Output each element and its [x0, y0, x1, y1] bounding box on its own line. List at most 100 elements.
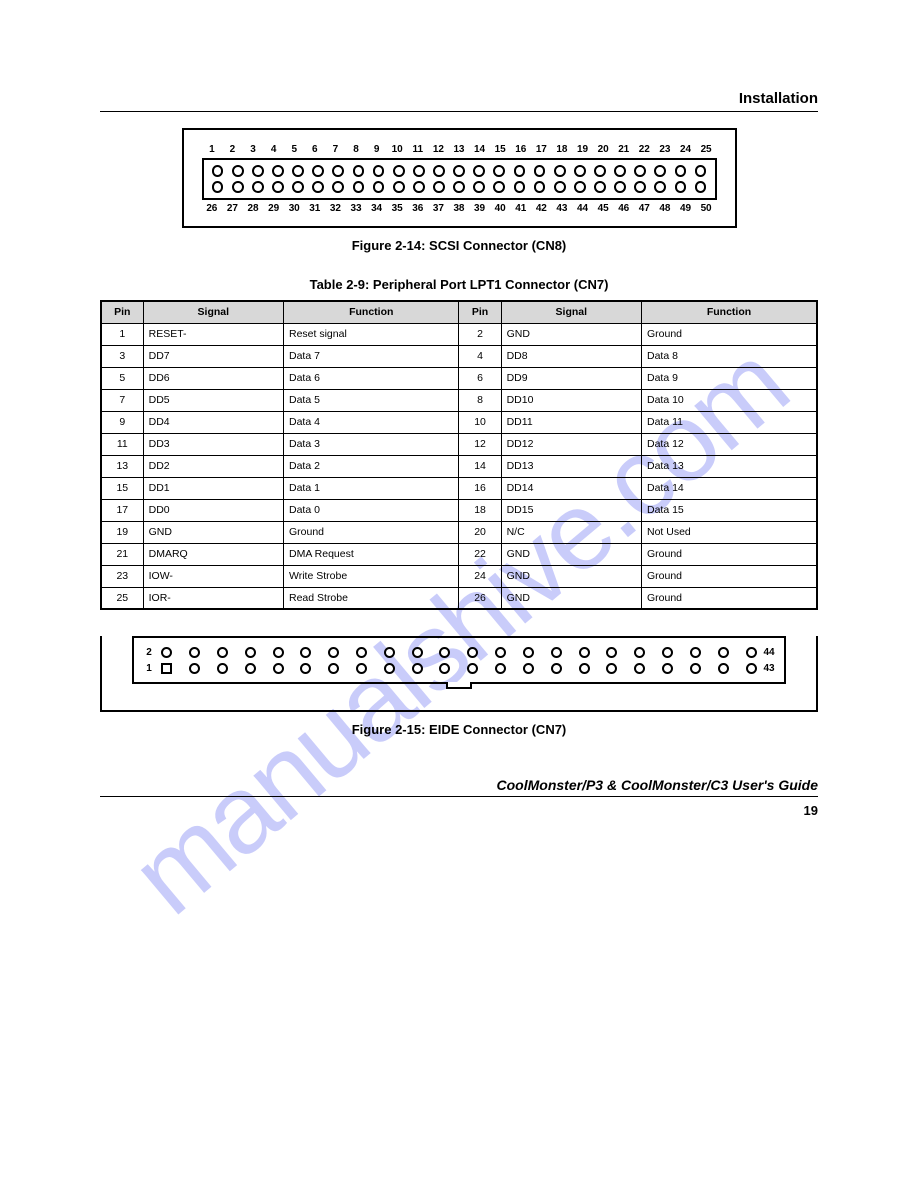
pin-number-label: 41: [510, 203, 531, 214]
table-cell: Ground: [641, 543, 817, 565]
table-cell: 4: [459, 345, 501, 367]
pin-hole: [189, 647, 200, 658]
pin-hole: [606, 663, 617, 674]
connector-notch: [446, 682, 472, 689]
table-cell: 15: [101, 477, 143, 499]
pin-hole: [554, 181, 566, 193]
pin-hole: [473, 181, 485, 193]
header-rule: [100, 111, 818, 112]
pin-hole: [493, 165, 505, 177]
table-cell: 2: [459, 323, 501, 345]
table-row: 15DD1Data 116DD14Data 14: [101, 477, 817, 499]
pin-hole: [551, 663, 562, 674]
pin-number-label: 11: [407, 144, 428, 155]
pin-hole: [300, 647, 311, 658]
table-cell: DD10: [501, 389, 641, 411]
pin-hole: [252, 181, 264, 193]
table-cell: RESET-: [143, 323, 283, 345]
pin-hole: [523, 647, 534, 658]
pin-number-label: 6: [304, 144, 325, 155]
table-cell: Data 0: [284, 499, 459, 521]
pin-hole: [606, 647, 617, 658]
pin-hole: [654, 181, 666, 193]
table-cell: Data 2: [284, 455, 459, 477]
table-cell: GND: [501, 587, 641, 609]
table-cell: 18: [459, 499, 501, 521]
table-cell: Read Strobe: [284, 587, 459, 609]
pin-number-label: 15: [490, 144, 511, 155]
table-row: 11DD3Data 312DD12Data 12: [101, 433, 817, 455]
pin-labels-bottom: 2627282930313233343536373839404142434445…: [202, 203, 717, 214]
pin-hole: [332, 165, 344, 177]
pin-number-label: 45: [593, 203, 614, 214]
pin-hole: [579, 663, 590, 674]
table-cell: 26: [459, 587, 501, 609]
pin-strip: [202, 158, 717, 200]
pin-hole: [523, 663, 534, 674]
table-cell: GND: [143, 521, 283, 543]
pin-hole: [473, 165, 485, 177]
table-cell: Data 14: [641, 477, 817, 499]
table-header-row: PinSignalFunctionPinSignalFunction: [101, 301, 817, 323]
table-cell: Ground: [284, 521, 459, 543]
pin-hole: [574, 181, 586, 193]
table-cell: 13: [101, 455, 143, 477]
pin-number-label: 22: [634, 144, 655, 155]
pin-number-label: 17: [531, 144, 552, 155]
pin-number-label: 49: [675, 203, 696, 214]
footer-rule: [100, 796, 818, 797]
table-cell: DMA Request: [284, 543, 459, 565]
pin-hole: [433, 181, 445, 193]
table-row: 19GNDGround20N/CNot Used: [101, 521, 817, 543]
table-cell: 3: [101, 345, 143, 367]
table-header-cell: Signal: [501, 301, 641, 323]
table-cell: DMARQ: [143, 543, 283, 565]
table-cell: DD11: [501, 411, 641, 433]
pin-number-label: 28: [243, 203, 264, 214]
pin-hole: [579, 647, 590, 658]
page-content: Installation 123456789101112131415161718…: [0, 0, 918, 878]
pin-number-label: 27: [222, 203, 243, 214]
footer-block: CoolMonster/P3 & CoolMonster/C3 User's G…: [100, 777, 818, 818]
pin-hole: [328, 663, 339, 674]
table-cell: 1: [101, 323, 143, 345]
pin-hole: [634, 181, 646, 193]
figure2-caption: Figure 2-15: EIDE Connector (CN7): [100, 722, 818, 737]
table-row: 5DD6Data 66DD9Data 9: [101, 367, 817, 389]
pin-number-label: 47: [634, 203, 655, 214]
pin-hole: [217, 647, 228, 658]
pin-1-square: [161, 663, 172, 674]
pin-number-label: 3: [243, 144, 264, 155]
pin-hole: [412, 663, 423, 674]
table-cell: Data 9: [641, 367, 817, 389]
pin-hole: [245, 663, 256, 674]
pin-hole: [746, 647, 757, 658]
pin-hole: [534, 181, 546, 193]
pin-hole: [594, 165, 606, 177]
table-row: 1RESET-Reset signal2GNDGround: [101, 323, 817, 345]
table-row: 17DD0Data 018DD15Data 15: [101, 499, 817, 521]
pin-hole: [373, 165, 385, 177]
table-body: 1RESET-Reset signal2GNDGround3DD7Data 74…: [101, 323, 817, 609]
pin-hole: [675, 165, 687, 177]
pin-number-label: 13: [449, 144, 470, 155]
pin-hole: [212, 165, 224, 177]
eide-row-bottom: 1 43: [142, 660, 776, 676]
table-cell: DD8: [501, 345, 641, 367]
pin-label-43: 43: [762, 663, 776, 674]
pin-number-label: 35: [387, 203, 408, 214]
pin-hole: [634, 663, 645, 674]
pin-hole: [384, 663, 395, 674]
pin-number-label: 48: [655, 203, 676, 214]
pin-number-label: 19: [572, 144, 593, 155]
pin-number-label: 4: [263, 144, 284, 155]
table-cell: 21: [101, 543, 143, 565]
pin-hole: [413, 181, 425, 193]
table-cell: 17: [101, 499, 143, 521]
table-cell: Not Used: [641, 521, 817, 543]
pin-hole: [675, 181, 687, 193]
pin-hole: [695, 165, 707, 177]
pin-number-label: 20: [593, 144, 614, 155]
eide-connector-wrap: 2 44 1 43: [100, 636, 818, 712]
pin-number-label: 14: [469, 144, 490, 155]
